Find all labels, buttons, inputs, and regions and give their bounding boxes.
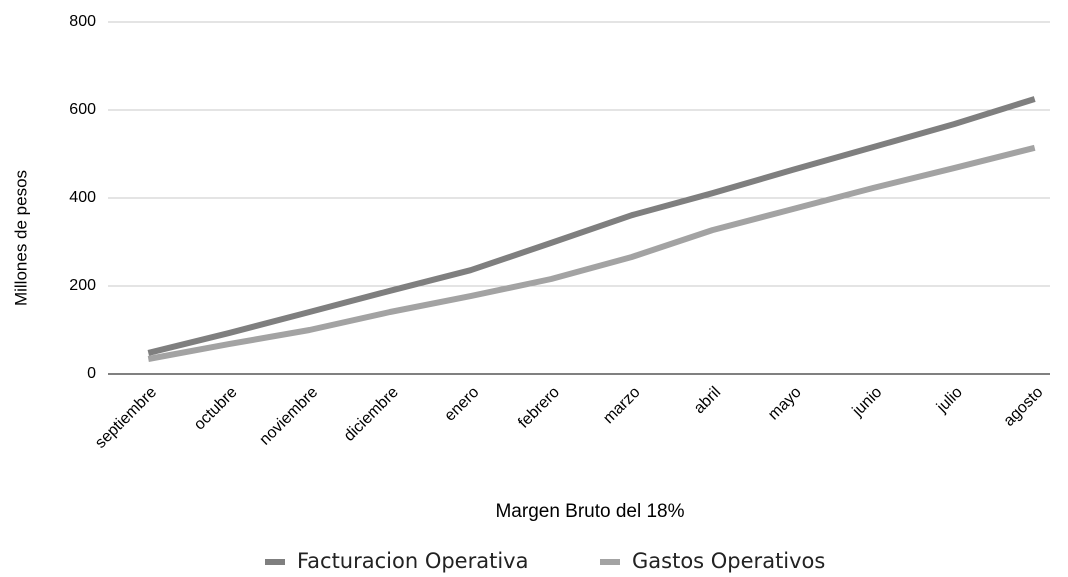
- x-tick-label: mayo: [765, 384, 805, 424]
- y-tick-label: 400: [69, 189, 96, 206]
- x-tick-label: enero: [441, 384, 482, 425]
- legend-label: Gastos Operativos: [632, 549, 825, 573]
- x-tick-label: septiembre: [92, 384, 160, 452]
- x-tick-label: julio: [933, 384, 966, 417]
- x-tick-label: abril: [691, 384, 724, 417]
- x-tick-label: junio: [849, 384, 886, 421]
- x-tick-label: noviembre: [256, 384, 321, 449]
- y-tick-label: 0: [87, 365, 96, 382]
- x-tick-label: febrero: [515, 384, 563, 432]
- x-tick-label: agosto: [1001, 384, 1047, 430]
- x-tick-label: octubre: [191, 384, 241, 434]
- y-tick-label: 600: [69, 101, 96, 118]
- x-tick-label: marzo: [600, 384, 644, 428]
- y-axis-label: Millones de pesos: [11, 170, 30, 306]
- x-axis-label: Margen Bruto del 18%: [495, 501, 684, 522]
- series-line: [147, 96, 1036, 356]
- legend-label: Facturacion Operativa: [297, 549, 528, 573]
- y-tick-label: 200: [69, 277, 96, 294]
- x-tick-label: diciembre: [341, 384, 402, 445]
- series-line: [147, 144, 1036, 362]
- y-tick-label: 800: [69, 13, 96, 30]
